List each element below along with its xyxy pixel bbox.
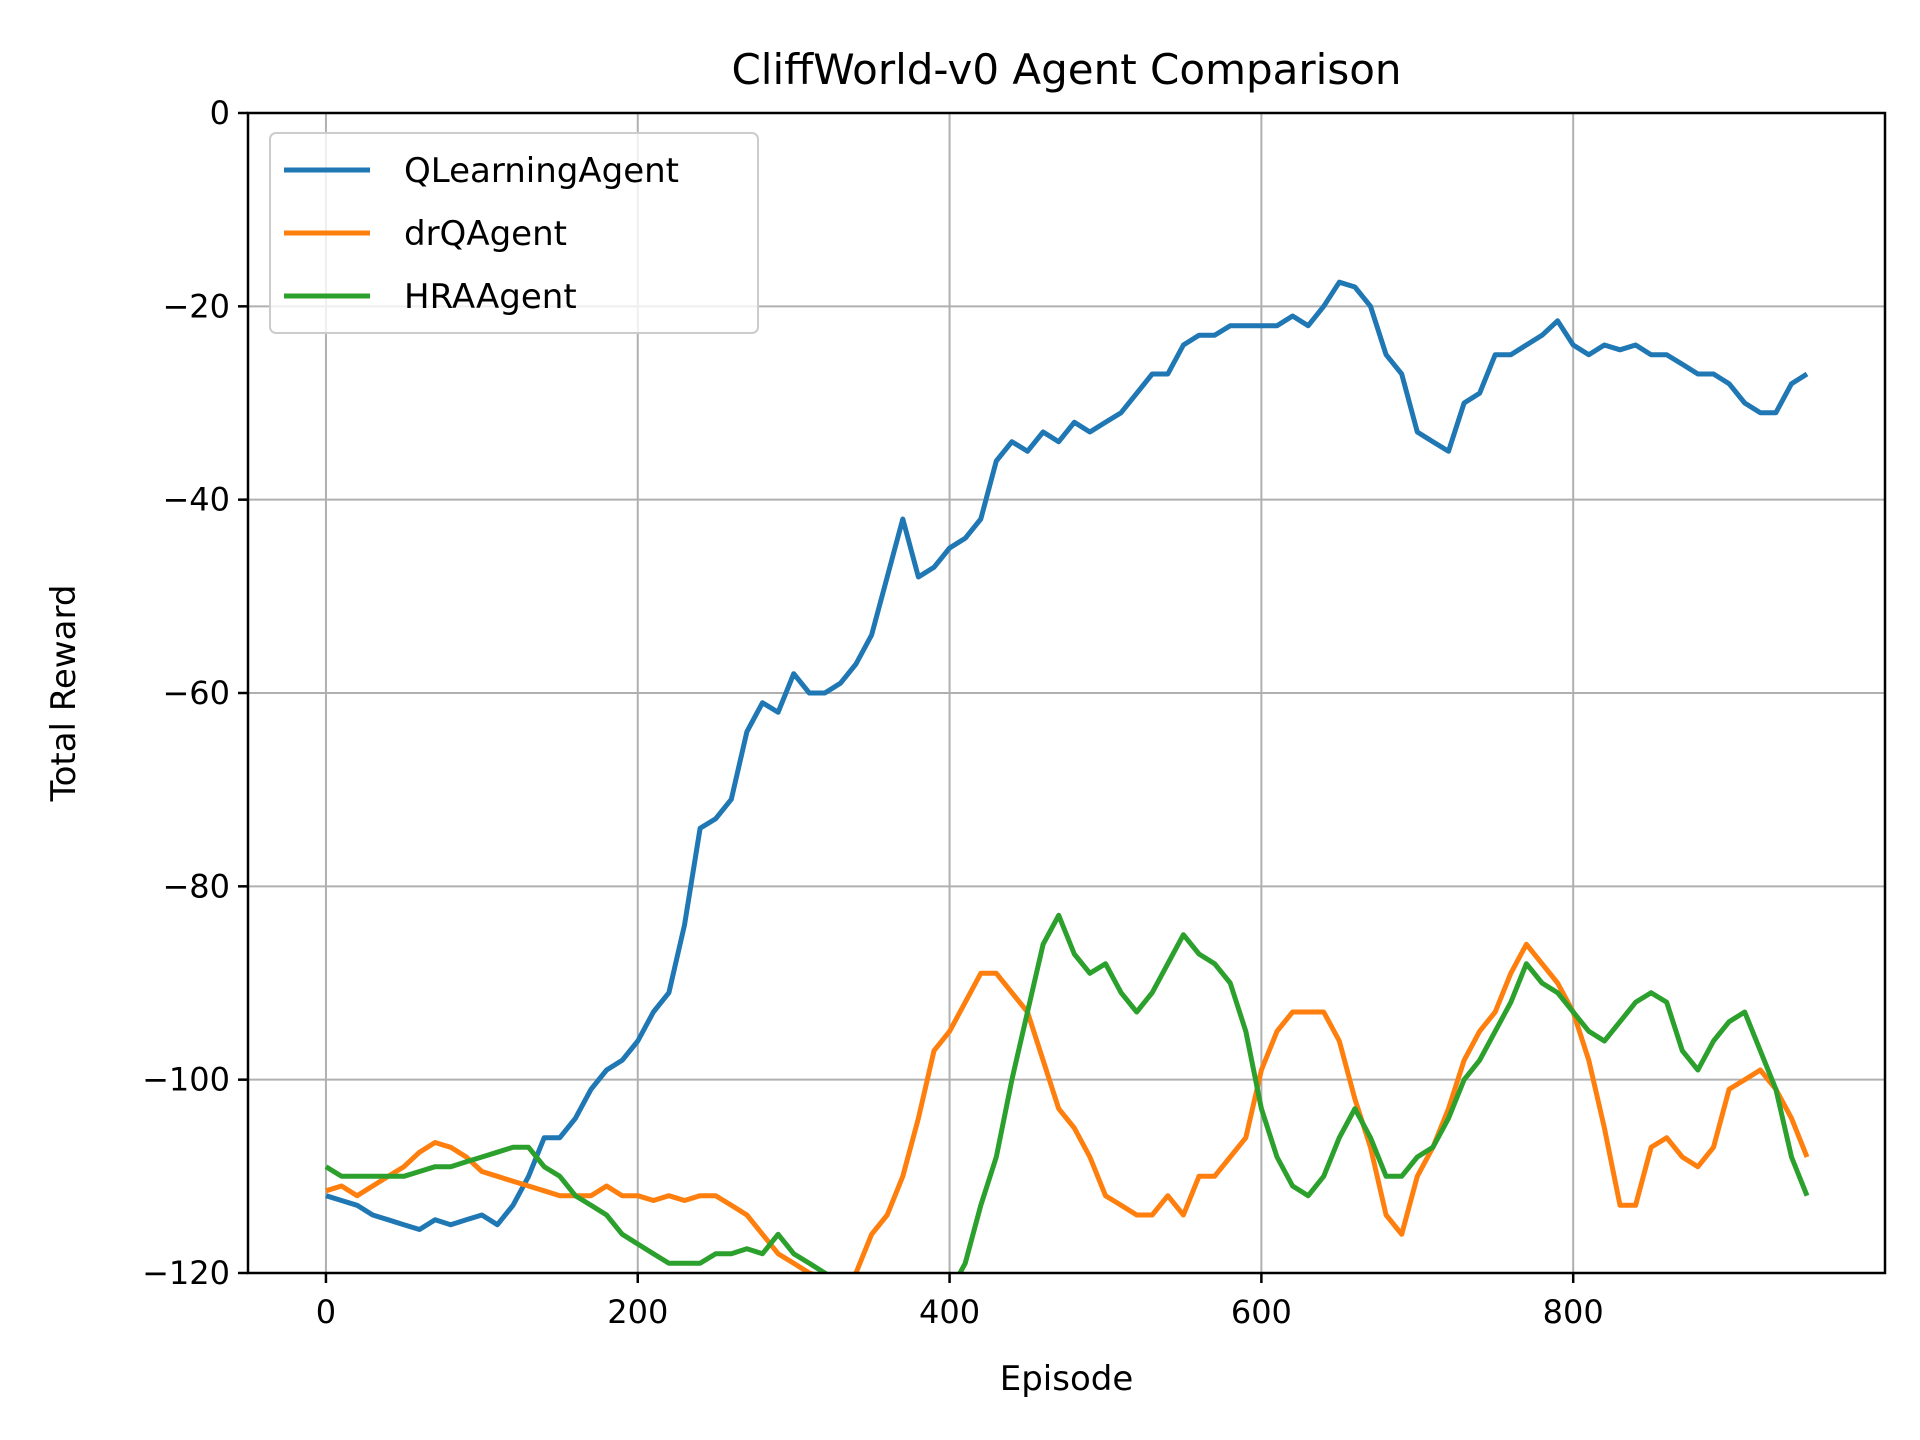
x-axis: 0 200 400 600 800 bbox=[316, 1273, 1604, 1331]
grid bbox=[248, 113, 1885, 1273]
y-tick-label: −80 bbox=[162, 867, 230, 905]
legend-label-0: QLearningAgent bbox=[404, 151, 679, 191]
x-tick-label: 600 bbox=[1231, 1293, 1292, 1331]
x-axis-label: Episode bbox=[1000, 1359, 1134, 1399]
series-group bbox=[324, 279, 1810, 1273]
x-tick-label: 200 bbox=[607, 1293, 668, 1331]
x-tick-label: 0 bbox=[316, 1293, 336, 1331]
y-tick-label: −120 bbox=[142, 1254, 230, 1292]
x-tick-label: 800 bbox=[1543, 1293, 1604, 1331]
y-tick-label: −20 bbox=[162, 287, 230, 325]
y-tick-label: −40 bbox=[162, 481, 230, 519]
legend-label-2: HRAAgent bbox=[404, 277, 577, 317]
y-tick-label: −100 bbox=[142, 1061, 230, 1099]
y-axis-label: Total Reward bbox=[44, 585, 84, 803]
legend-box bbox=[269, 132, 759, 334]
series-line-2 bbox=[324, 912, 1810, 1273]
y-tick-label: 0 bbox=[210, 94, 230, 132]
x-tick-label: 400 bbox=[919, 1293, 980, 1331]
legend-label-1: drQAgent bbox=[404, 214, 567, 254]
chart-title: CliffWorld-v0 Agent Comparison bbox=[731, 45, 1401, 94]
legend: QLearningAgent drQAgent HRAAgent bbox=[269, 132, 759, 334]
y-tick-label: −60 bbox=[162, 674, 230, 712]
y-axis: 0 −20 −40 −60 −80 −100 −120 bbox=[142, 94, 248, 1292]
series-line-0 bbox=[325, 279, 1809, 1232]
